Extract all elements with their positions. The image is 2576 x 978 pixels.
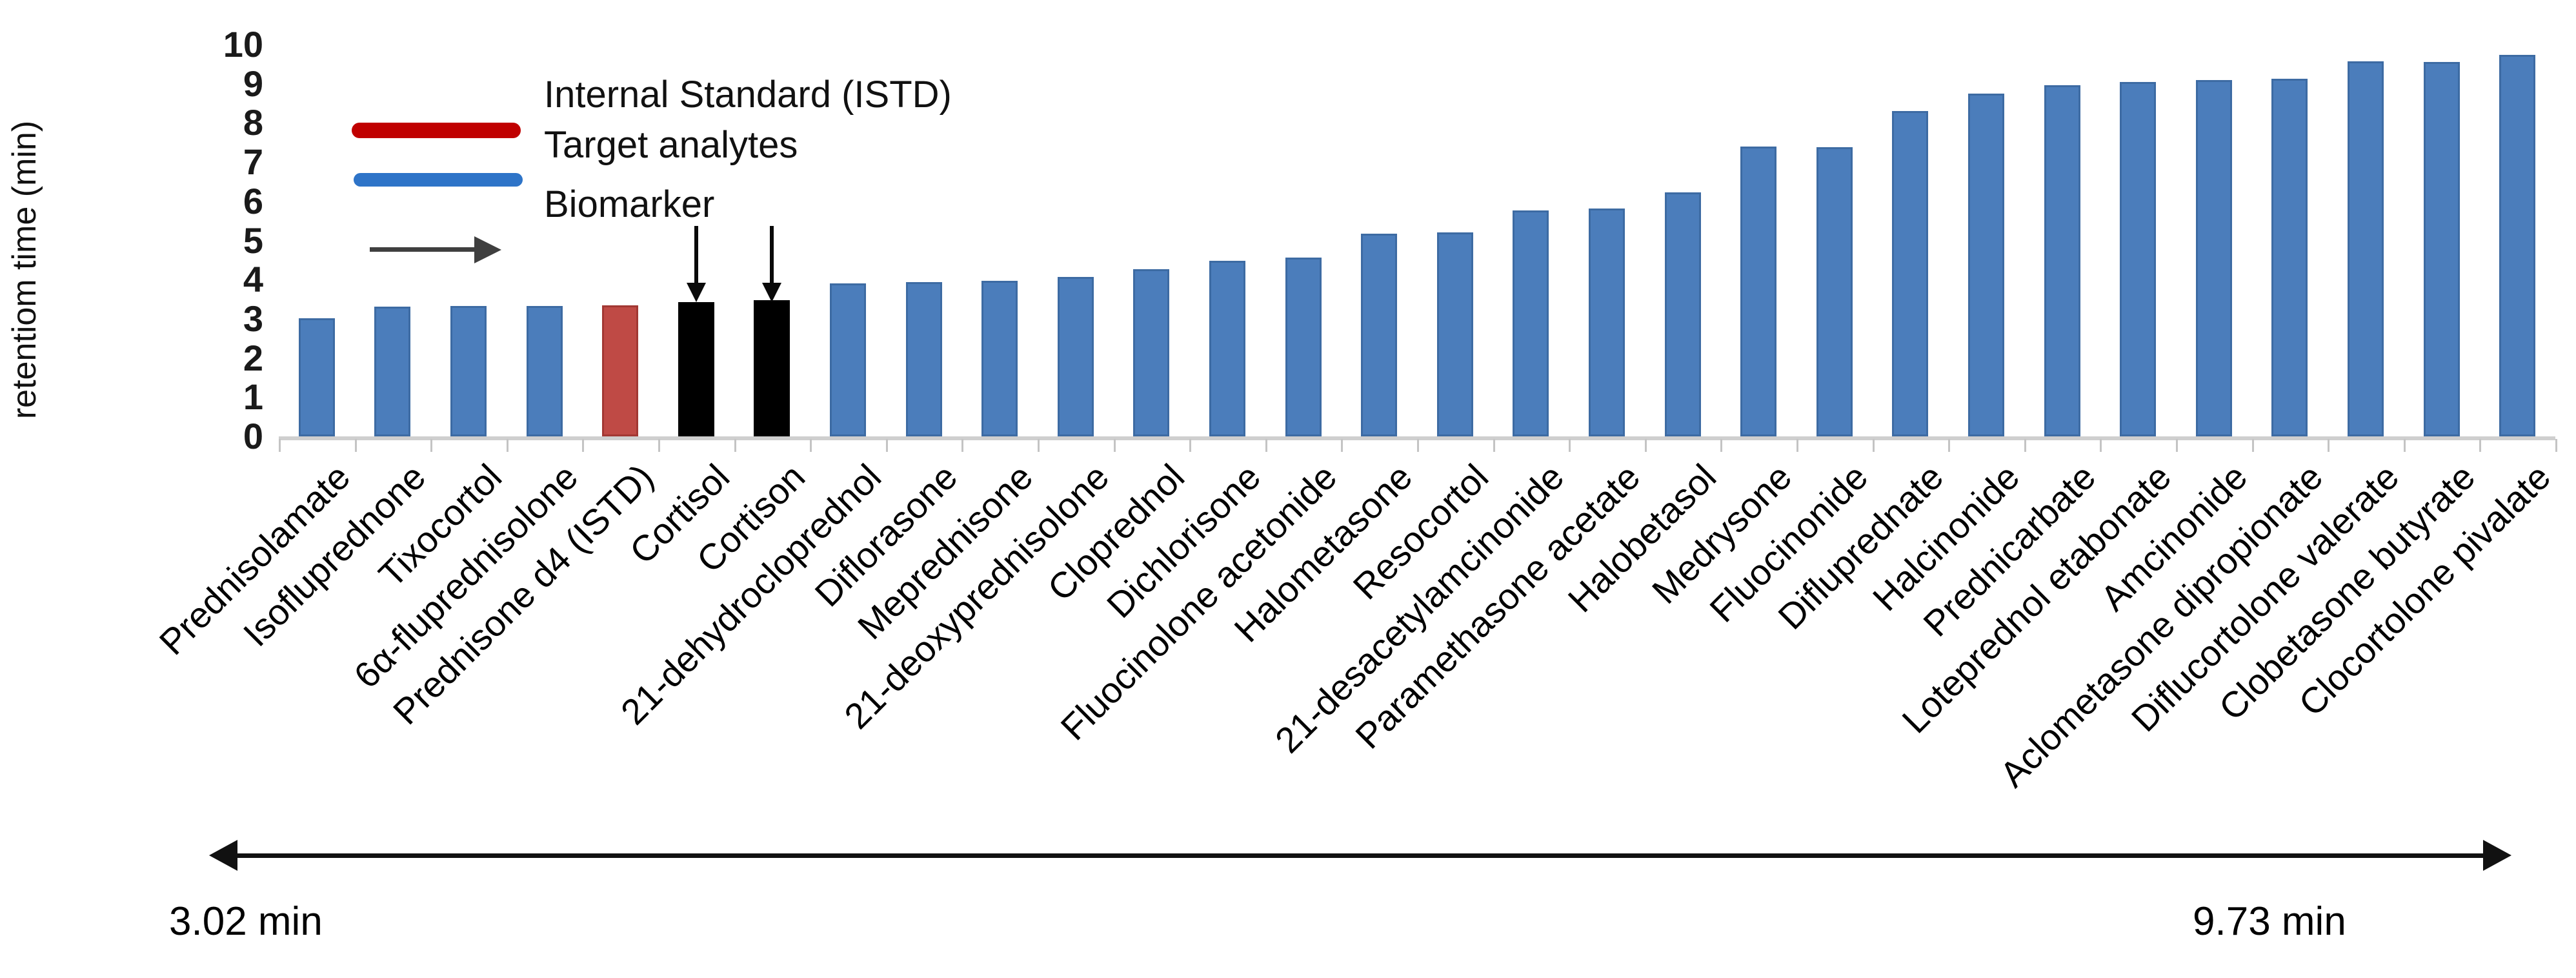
target-swatch-line bbox=[354, 173, 523, 187]
biomarker-down-arrow-head-icon bbox=[762, 283, 782, 302]
biomarker-down-arrow-icon bbox=[694, 226, 698, 283]
x-axis-tick bbox=[1341, 439, 1343, 452]
y-tick-label: 5 bbox=[243, 219, 263, 261]
bar-prednisolamate bbox=[298, 318, 335, 436]
y-tick-label: 0 bbox=[243, 416, 263, 456]
range-arrow-left-head-icon bbox=[209, 840, 237, 871]
bar-fluocinonide bbox=[1816, 147, 1853, 436]
bar-halcinonide bbox=[1968, 94, 2004, 436]
y-tick-label: 10 bbox=[223, 24, 263, 65]
bar-clocortolone-pivalate bbox=[2499, 55, 2536, 436]
biomarker-arrow-head-icon bbox=[474, 236, 501, 263]
x-axis-tick bbox=[1720, 439, 1723, 452]
x-axis-tick bbox=[582, 439, 585, 452]
bar-resocortol bbox=[1436, 232, 1473, 436]
range-arrow-right-head-icon bbox=[2483, 840, 2511, 871]
biomarker-arrow-icon bbox=[370, 247, 474, 252]
bar-fluocinolone-acetonide bbox=[1285, 258, 1322, 436]
istd-swatch-line bbox=[352, 123, 521, 138]
x-axis-tick bbox=[1796, 439, 1798, 452]
bar-cortisol bbox=[678, 302, 714, 436]
y-tick-label: 7 bbox=[243, 141, 263, 183]
x-axis-line bbox=[279, 436, 2555, 440]
x-axis-tick bbox=[2251, 439, 2254, 452]
x-axis-tick bbox=[430, 439, 433, 452]
bar-amcinonide bbox=[2195, 79, 2232, 436]
x-axis-tick bbox=[2176, 439, 2178, 452]
x-axis-tick bbox=[506, 439, 508, 452]
x-axis-tick bbox=[1189, 439, 1192, 452]
y-tick-label: 4 bbox=[243, 259, 263, 300]
x-axis-tick bbox=[961, 439, 964, 452]
x-axis-tick bbox=[2403, 439, 2406, 452]
bar-dichlorisone bbox=[1209, 261, 1245, 436]
x-axis-tick bbox=[1644, 439, 1647, 452]
bar-paramethasone-acetate bbox=[1589, 208, 1625, 436]
x-axis-tick bbox=[810, 439, 812, 452]
x-axis-tick bbox=[2555, 439, 2557, 452]
bar-isofluprednone bbox=[374, 307, 411, 436]
x-axis-tick bbox=[2328, 439, 2330, 452]
x-axis-tick bbox=[1569, 439, 1571, 452]
legend-label-istd: Internal Standard (ISTD) bbox=[544, 74, 952, 116]
x-axis-tick bbox=[1948, 439, 1951, 452]
y-tick-label: 6 bbox=[243, 180, 263, 221]
x-axis-tick bbox=[354, 439, 357, 452]
bar-21-dehydrocloprednol bbox=[830, 283, 866, 436]
bar-prednisone-d4-istd- bbox=[602, 305, 639, 436]
bar-6-fluprednisolone bbox=[526, 305, 563, 436]
bar-cloprednol bbox=[1133, 269, 1170, 436]
legend-label-biomarker: Biomarker bbox=[544, 183, 715, 225]
bar-21-desacetylamcinonide bbox=[1513, 210, 1549, 436]
x-axis-tick bbox=[1113, 439, 1116, 452]
x-axis-tick bbox=[2100, 439, 2102, 452]
bar-tixocortol bbox=[450, 306, 487, 436]
x-axis-tick bbox=[885, 439, 888, 452]
x-axis-tick bbox=[734, 439, 736, 452]
bar-aclometasone-dipropionate bbox=[2271, 79, 2308, 436]
x-axis-tick bbox=[658, 439, 660, 452]
x-axis-tick bbox=[1493, 439, 1495, 452]
range-arrow-line bbox=[232, 853, 2486, 858]
x-axis-tick bbox=[2024, 439, 2026, 452]
bar-21-deoxyprednisolone bbox=[1057, 276, 1094, 436]
bar-halobetasol bbox=[1664, 192, 1701, 436]
x-axis-tick bbox=[1872, 439, 1875, 452]
range-end-label: 9.73 min bbox=[2193, 899, 2346, 944]
bar-medrysone bbox=[1740, 146, 1777, 436]
bar-prednicarbate bbox=[2044, 85, 2080, 436]
bar-diflucortolone-valerate bbox=[2348, 61, 2384, 436]
x-axis-tick bbox=[279, 439, 281, 452]
x-axis-tick bbox=[1038, 439, 1040, 452]
biomarker-down-arrow-icon bbox=[770, 226, 774, 283]
y-axis-title: retentiom time (min) bbox=[6, 120, 43, 420]
bar-cortison bbox=[754, 300, 790, 436]
y-tick-label: 1 bbox=[243, 376, 263, 418]
bar-clobetasone-butyrate bbox=[2423, 62, 2460, 436]
bar-halometasone bbox=[1361, 234, 1398, 436]
bar-loteprednol-etabonate bbox=[2120, 82, 2157, 436]
y-tick-label: 3 bbox=[243, 298, 263, 339]
bar-diflorasone bbox=[905, 282, 942, 436]
y-tick-label: 8 bbox=[243, 102, 263, 143]
x-axis-tick bbox=[2479, 439, 2482, 452]
x-axis-tick bbox=[1417, 439, 1419, 452]
x-axis-tick bbox=[1265, 439, 1267, 452]
y-tick-label: 2 bbox=[243, 337, 263, 378]
bar-meprednisone bbox=[981, 281, 1018, 436]
legend-label-target: Target analytes bbox=[544, 124, 798, 166]
bar-difluprednate bbox=[1892, 110, 1929, 436]
biomarker-down-arrow-head-icon bbox=[686, 283, 706, 302]
y-tick-label: 9 bbox=[243, 63, 263, 104]
range-start-label: 3.02 min bbox=[169, 899, 323, 944]
